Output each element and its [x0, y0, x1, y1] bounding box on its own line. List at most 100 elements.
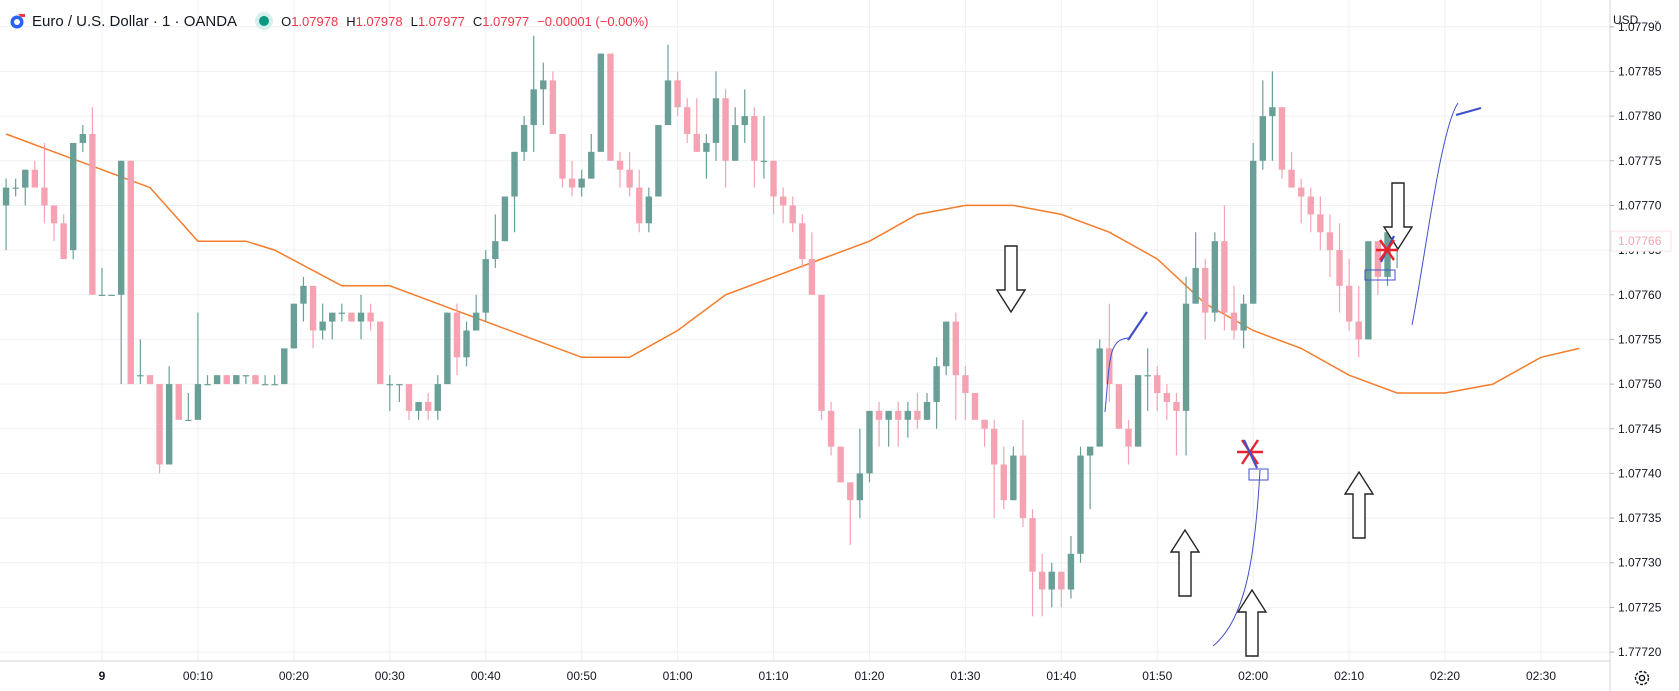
- candle: [338, 303, 346, 322]
- candle: [1134, 375, 1142, 447]
- candle: [492, 214, 499, 268]
- candle: [242, 375, 250, 385]
- candle: [751, 107, 758, 188]
- candle: [472, 294, 480, 331]
- candle: [962, 366, 969, 420]
- currency-selector[interactable]: USD ⌄: [1607, 8, 1667, 32]
- ohlc-open: O1.07978: [281, 13, 339, 29]
- time-tick-label: 01:50: [1142, 669, 1172, 683]
- candle: [741, 89, 748, 143]
- down-arrow-annotation[interactable]: [995, 245, 1027, 314]
- trend-line-annotation[interactable]: [1243, 439, 1258, 469]
- candle: [981, 419, 988, 447]
- candle: [1115, 384, 1123, 429]
- candle: [1038, 553, 1046, 617]
- trend-line-annotation[interactable]: [1455, 106, 1482, 117]
- up-arrow-annotation[interactable]: [1236, 588, 1268, 657]
- market-status-icon[interactable]: [259, 16, 270, 26]
- candle: [1317, 196, 1324, 251]
- candle: [1240, 294, 1247, 349]
- candle: [367, 303, 374, 331]
- candle: [1154, 366, 1161, 411]
- candle: [540, 62, 547, 126]
- candle: [636, 169, 643, 233]
- time-tick-label: 01:40: [1046, 669, 1076, 683]
- price-tick-label: 1.07750: [1618, 377, 1662, 391]
- symbol-legend: Euro / U.S. Dollar · 1 · OANDA O1.07978 …: [8, 10, 649, 32]
- curve-annotation[interactable]: [1104, 337, 1129, 413]
- candle: [22, 169, 29, 206]
- box-annotation[interactable]: [1364, 269, 1396, 281]
- up-arrow-annotation[interactable]: [1169, 528, 1201, 597]
- candle: [818, 294, 825, 420]
- candle: [520, 116, 528, 161]
- candle: [693, 98, 700, 152]
- price-tick-label: 1.07780: [1618, 109, 1662, 123]
- candle: [1355, 285, 1362, 358]
- candle: [12, 178, 19, 197]
- candle: [837, 446, 844, 483]
- drawing-annotations: [995, 102, 1482, 657]
- candle: [1259, 80, 1266, 170]
- price-axis[interactable]: 1.77720 1.07725 1.07730 1.07735 1.07740 1.077…: [1610, 20, 1662, 659]
- candle: [127, 160, 134, 385]
- candle: [943, 321, 950, 376]
- candle: [146, 375, 154, 385]
- candle: [415, 401, 422, 420]
- ohlc-high: H1.07978: [346, 13, 403, 29]
- time-axis[interactable]: 9 00:10 00:20 00:30 00:40 00:50 01:00 01:10 01:2…: [99, 669, 1557, 683]
- candle: [405, 384, 413, 420]
- moving-average: [5, 133, 1580, 394]
- candle: [1326, 214, 1334, 277]
- candle: [1336, 223, 1343, 313]
- candle: [1307, 187, 1314, 233]
- curve-annotation[interactable]: [1212, 469, 1261, 647]
- symbol-title[interactable]: Euro / U.S. Dollar · 1 · OANDA: [32, 12, 238, 30]
- candle: [117, 160, 125, 385]
- time-tick-label: 00:30: [375, 669, 405, 683]
- candle: [664, 44, 672, 126]
- box-annotation[interactable]: [1248, 468, 1269, 481]
- candle: [357, 294, 365, 340]
- time-tick-label: 02:00: [1238, 669, 1268, 683]
- time-tick-label: 00:10: [183, 669, 213, 683]
- price-tick-label: 1.07755: [1618, 332, 1662, 346]
- time-tick-label: 00:40: [471, 669, 501, 683]
- candle: [1000, 446, 1007, 510]
- candle: [482, 250, 489, 322]
- candle: [914, 393, 921, 429]
- price-tick-label: 1.07790: [1618, 20, 1662, 34]
- cross-marker-annotation[interactable]: [1376, 239, 1398, 261]
- candle: [1384, 232, 1391, 286]
- candle: [50, 205, 58, 242]
- down-arrow-annotation[interactable]: [1382, 182, 1414, 251]
- curve-annotation[interactable]: [1411, 102, 1459, 326]
- candle: [1288, 151, 1295, 188]
- up-arrow-annotation[interactable]: [1343, 470, 1375, 539]
- trend-line-annotation[interactable]: [1127, 311, 1148, 341]
- candle: [377, 321, 384, 385]
- candle: [1182, 276, 1190, 456]
- candle: [1211, 232, 1219, 322]
- candle: [904, 401, 912, 438]
- time-tick-label: 00:20: [279, 669, 309, 683]
- candle: [501, 196, 509, 242]
- candle: [607, 53, 614, 161]
- gear-icon[interactable]: [1633, 669, 1651, 687]
- candle: [329, 312, 336, 340]
- candle: [549, 71, 557, 134]
- candle: [568, 160, 576, 197]
- price-tick-label: 1.07730: [1618, 556, 1662, 570]
- candle: [290, 303, 298, 349]
- candle: [731, 107, 739, 161]
- candle: [712, 71, 720, 161]
- candle: [683, 98, 691, 143]
- candle: [866, 410, 873, 483]
- candle: [770, 160, 777, 215]
- candle: [223, 375, 230, 385]
- candle: [952, 312, 960, 420]
- candle: [923, 393, 931, 420]
- chevron-down-icon: ⌄: [1652, 14, 1661, 26]
- candle: [1144, 348, 1151, 411]
